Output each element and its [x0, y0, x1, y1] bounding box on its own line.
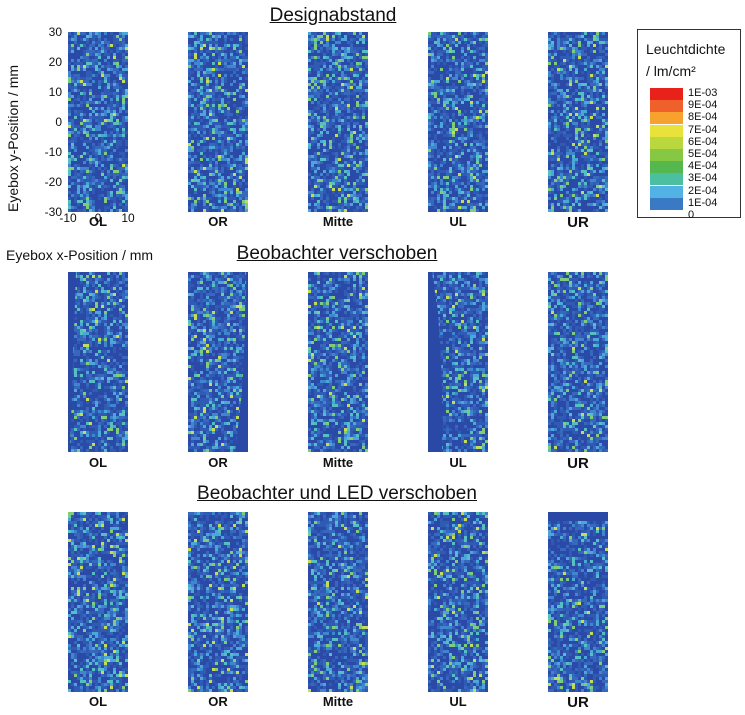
- colorbar-label: 3E-04: [688, 172, 718, 185]
- panel-label: OR: [208, 214, 228, 229]
- colorbar-label: 9E-04: [688, 99, 718, 112]
- section-title: Beobachter und LED verschoben: [197, 483, 477, 504]
- colorbar-swatch: [650, 88, 683, 100]
- heatmap-panel-ol: [68, 32, 128, 212]
- y-tick-label: -10: [44, 145, 62, 159]
- panel-label: OR: [208, 455, 228, 470]
- colorbar-entry: 8E-04: [650, 111, 740, 125]
- colorbar-swatch: [650, 112, 683, 125]
- colorbar-title-line1: Leuchtdichte: [646, 41, 726, 57]
- panel-label: UR: [567, 694, 589, 711]
- heatmap-panel-or: [188, 512, 248, 692]
- colorbar-label: 4E-04: [688, 160, 718, 173]
- panel-label: UR: [567, 455, 589, 472]
- colorbar-swatch: [650, 136, 683, 149]
- panel-label: OL: [88, 455, 108, 470]
- section-title: Beobachter verschoben: [236, 243, 438, 264]
- heatmap-panel-ur: [548, 32, 608, 212]
- heatmap-panel-ur: [548, 512, 608, 692]
- panel-label: Mitte: [322, 214, 354, 229]
- colorbar-swatch: [650, 149, 683, 161]
- colorbar-label: 7E-04: [688, 123, 718, 136]
- colorbar-label: 5E-04: [688, 148, 718, 160]
- colorbar-entry: 0: [650, 209, 740, 222]
- colorbar-legend: Leuchtdichte / lm/cm² 1E-03 9E-04 8E-04 7E-04…: [637, 29, 741, 221]
- colorbar-swatch: [650, 185, 683, 198]
- heatmap-panel-ul: [428, 512, 488, 692]
- heatmap-panel-ul: [428, 32, 488, 212]
- panel-label: UL: [449, 455, 467, 470]
- colorbar-entry: 7E-04: [650, 123, 740, 137]
- panel-label: OR: [208, 694, 228, 709]
- x-axis-label: Eyebox x-Position / mm: [6, 247, 154, 263]
- y-tick-label: -30: [44, 205, 62, 219]
- colorbar-label: 2E-04: [688, 184, 718, 197]
- colorbar-label: 6E-04: [688, 135, 718, 148]
- panel-label: UL: [449, 214, 467, 229]
- x-tick-label: 10: [121, 211, 135, 225]
- heatmap-panel-ul: [428, 272, 488, 452]
- colorbar-label: 1E-03: [688, 87, 718, 99]
- colorbar-swatch: [650, 161, 683, 174]
- colorbar-entry: 1E-04: [650, 196, 740, 210]
- y-tick-label: 0: [55, 115, 62, 129]
- heatmap-panel-or: [188, 272, 248, 452]
- colorbar-title: Leuchtdichte / lm/cm²: [646, 38, 725, 82]
- y-tick-label: 30: [48, 25, 62, 39]
- panel-label: UR: [567, 214, 589, 231]
- heatmap-panel-mitte: [308, 272, 368, 452]
- panel-label: Mitte: [322, 455, 354, 470]
- colorbar-entry: 2E-04: [650, 184, 740, 198]
- heatmap-panel-mitte: [308, 512, 368, 692]
- y-axis-label: Eyebox y-Position / mm: [5, 64, 21, 212]
- colorbar-swatch: [650, 173, 683, 186]
- panel-label: UL: [449, 694, 467, 709]
- panel-label: OL: [88, 214, 108, 229]
- colorbar-entry: 1E-03: [650, 87, 740, 100]
- colorbar-entry: 3E-04: [650, 172, 740, 186]
- x-tick-label: 0: [94, 211, 102, 225]
- panel-label: Mitte: [322, 694, 354, 709]
- colorbar-title-line2: / lm/cm²: [646, 63, 696, 79]
- heatmap-panel-ol: [68, 512, 128, 692]
- colorbar-label: 1E-04: [688, 196, 718, 209]
- colorbar-label: 8E-04: [688, 111, 718, 124]
- y-tick-label: -20: [44, 175, 62, 189]
- heatmap-panel-or: [188, 32, 248, 212]
- section-title: Designabstand: [269, 5, 397, 26]
- colorbar-entry: 9E-04: [650, 99, 740, 113]
- colorbar-entry: 5E-04: [650, 148, 740, 161]
- y-tick-label: 20: [48, 55, 62, 69]
- colorbar-entry: 4E-04: [650, 160, 740, 174]
- colorbar-swatch: [650, 124, 683, 137]
- x-tick-label: -10: [59, 211, 77, 225]
- colorbar-swatch: [650, 197, 683, 210]
- heatmap-panel-mitte: [308, 32, 368, 212]
- colorbar-label: 0: [688, 209, 695, 221]
- heatmap-panel-ur: [548, 272, 608, 452]
- heatmap-panel-ol: [68, 272, 128, 452]
- y-tick-label: 10: [48, 85, 62, 99]
- colorbar-entry: 6E-04: [650, 135, 740, 149]
- panel-label: OL: [88, 694, 108, 709]
- colorbar-swatch: [650, 100, 683, 113]
